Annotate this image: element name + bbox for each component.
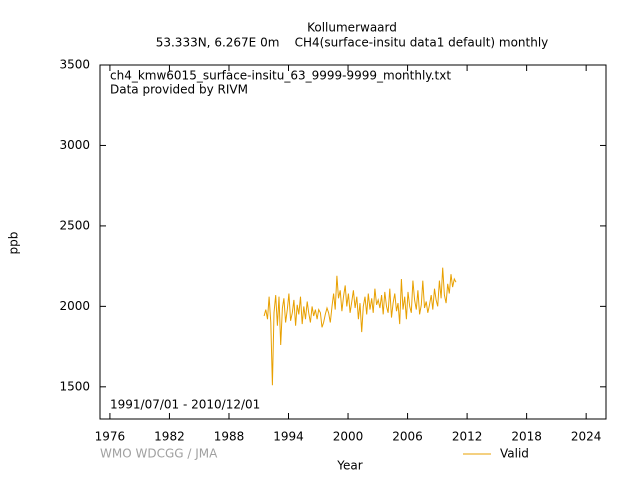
x-tick-label: 2000 bbox=[333, 430, 364, 444]
y-axis-label: ppb bbox=[7, 232, 21, 255]
x-tick-label: 2006 bbox=[392, 430, 423, 444]
annotation: ch4_kmw6015_surface-insitu_63_9999-9999_… bbox=[110, 69, 451, 83]
y-tick-label: 2500 bbox=[59, 218, 90, 232]
x-tick-label: 1994 bbox=[273, 430, 304, 444]
x-tick-label: 1982 bbox=[154, 430, 185, 444]
annotation: Data provided by RIVM bbox=[110, 83, 248, 97]
y-tick-label: 2000 bbox=[59, 299, 90, 313]
x-tick-label: 1988 bbox=[214, 430, 245, 444]
annotation: WMO WDCGG / JMA bbox=[100, 447, 218, 461]
chart-title: Kollumerwaard bbox=[307, 21, 397, 35]
annotation: 1991/07/01 - 2010/12/01 bbox=[110, 398, 260, 412]
y-tick-label: 1500 bbox=[59, 379, 90, 393]
y-tick-label: 3000 bbox=[59, 138, 90, 152]
data-line bbox=[263, 267, 457, 386]
legend-label: Valid bbox=[500, 447, 529, 461]
chart-subtitle: 53.333N, 6.267E 0m CH4(surface-insitu da… bbox=[156, 36, 549, 50]
x-tick-label: 2018 bbox=[511, 430, 542, 444]
x-tick-label: 2012 bbox=[452, 430, 483, 444]
x-tick-label: 2024 bbox=[571, 430, 602, 444]
x-tick-label: 1976 bbox=[95, 430, 126, 444]
y-tick-label: 3500 bbox=[59, 58, 90, 72]
plot-frame bbox=[99, 64, 607, 420]
x-axis-label: Year bbox=[336, 459, 362, 473]
